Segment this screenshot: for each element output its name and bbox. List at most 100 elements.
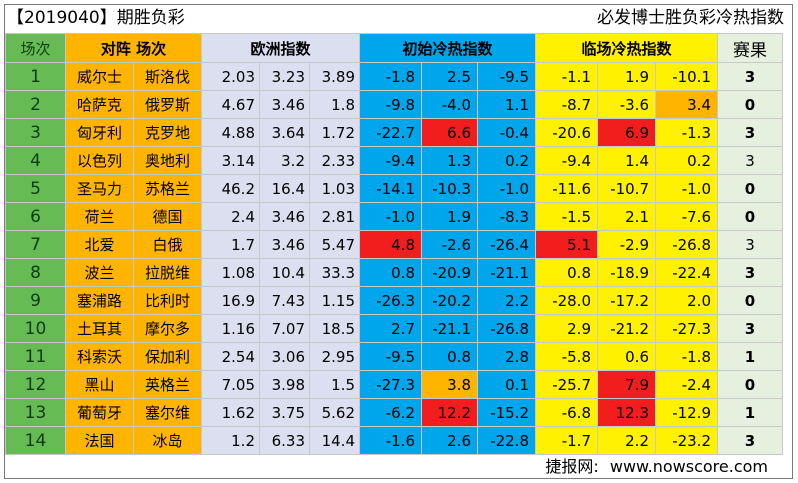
closing-index-cell: 0.8	[535, 258, 598, 287]
initial-index-cell: -1.8	[359, 62, 422, 91]
initial-index-cell: -0.4	[477, 118, 536, 147]
euro-odds-cell: 4.88	[201, 118, 260, 147]
away-team: 拉脱维	[133, 258, 202, 287]
initial-index-cell: -21.1	[477, 258, 536, 287]
home-team: 匈牙利	[65, 118, 134, 147]
initial-index-cell: 4.8	[359, 230, 422, 259]
away-team: 俄罗斯	[133, 90, 202, 119]
closing-index-cell: -1.1	[535, 62, 598, 91]
away-team: 冰岛	[133, 426, 202, 455]
initial-index-cell: 1.1	[477, 90, 536, 119]
home-team: 以色列	[65, 146, 134, 175]
table-row: 10 土耳其 摩尔多 1.16 7.07 18.5 2.7 -21.1 -26.8 2.9 -21.…	[5, 314, 783, 343]
closing-index-cell: -7.6	[655, 202, 718, 231]
match-index: 7	[5, 230, 66, 259]
closing-index-cell: 0.2	[655, 146, 718, 175]
closing-index-cell: -1.5	[535, 202, 598, 231]
home-team: 科索沃	[65, 342, 134, 371]
closing-index-cell: 3.4	[655, 90, 718, 119]
closing-index-cell: -21.2	[597, 314, 656, 343]
table-row: 3 匈牙利 克罗地 4.88 3.64 1.72 -22.7 6.6 -0.4 -20.6 6.9-…	[5, 118, 783, 147]
home-team: 黑山	[65, 370, 134, 399]
euro-odds-cell: 16.4	[259, 174, 310, 203]
euro-odds-cell: 5.47	[309, 230, 360, 259]
euro-odds-cell: 3.46	[259, 230, 310, 259]
match-result: 0	[717, 286, 783, 315]
euro-odds-cell: 2.54	[201, 342, 260, 371]
euro-odds-cell: 1.08	[201, 258, 260, 287]
table-row: 8 波兰 拉脱维 1.08 10.4 33.3 0.8 -20.9 -21.1 0.8 -18.9-…	[5, 258, 783, 287]
closing-index-cell: 12.3	[597, 398, 656, 427]
match-index: 11	[5, 342, 66, 371]
euro-odds-cell: 3.46	[259, 202, 310, 231]
match-index: 12	[5, 370, 66, 399]
closing-index-cell: 1.9	[597, 62, 656, 91]
header-initial: 初始冷热指数	[359, 33, 536, 63]
table-row: 7 北爱 白俄 1.7 3.46 5.47 4.8 -2.6 -26.4 5.1 -2.9 -26.8…	[5, 230, 783, 259]
match-index: 3	[5, 118, 66, 147]
match-result: 1	[717, 398, 783, 427]
match-result: 3	[717, 230, 783, 259]
home-team: 威尔士	[65, 62, 134, 91]
table-row: 9 塞浦路 比利时 16.9 7.43 1.15 -26.3 -20.2 2.2 -28.0 -17…	[5, 286, 783, 315]
initial-index-cell: -9.5	[477, 62, 536, 91]
closing-index-cell: 5.1	[535, 230, 598, 259]
closing-index-cell: -25.7	[535, 370, 598, 399]
euro-odds-cell: 1.2	[201, 426, 260, 455]
euro-odds-cell: 3.06	[259, 342, 310, 371]
initial-index-cell: 6.6	[421, 118, 478, 147]
initial-index-cell: -26.3	[359, 286, 422, 315]
closing-index-cell: -10.7	[597, 174, 656, 203]
euro-odds-cell: 7.05	[201, 370, 260, 399]
initial-index-cell: -26.8	[477, 314, 536, 343]
euro-odds-cell: 5.62	[309, 398, 360, 427]
closing-index-cell: -20.6	[535, 118, 598, 147]
away-team: 德国	[133, 202, 202, 231]
footer-label: 捷报网:	[545, 457, 599, 476]
euro-odds-cell: 6.33	[259, 426, 310, 455]
initial-index-cell: -15.2	[477, 398, 536, 427]
table-row: 4 以色列 奥地利 3.14 3.2 2.33 -9.4 1.3 0.2 -9.4 1.4 0.2 3	[5, 146, 783, 175]
initial-index-cell: -9.5	[359, 342, 422, 371]
initial-index-cell: -26.4	[477, 230, 536, 259]
closing-index-cell: -22.4	[655, 258, 718, 287]
initial-index-cell: -22.8	[477, 426, 536, 455]
match-result: 3	[717, 258, 783, 287]
initial-index-cell: -1.0	[477, 174, 536, 203]
away-team: 比利时	[133, 286, 202, 315]
closing-index-cell: -1.0	[655, 174, 718, 203]
away-team: 苏格兰	[133, 174, 202, 203]
match-result: 3	[717, 426, 783, 455]
euro-odds-cell: 2.03	[201, 62, 260, 91]
closing-index-cell: -18.9	[597, 258, 656, 287]
initial-index-cell: 1.3	[421, 146, 478, 175]
euro-odds-cell: 3.75	[259, 398, 310, 427]
euro-odds-cell: 7.07	[259, 314, 310, 343]
closing-index-cell: 2.1	[597, 202, 656, 231]
home-team: 塞浦路	[65, 286, 134, 315]
euro-odds-cell: 2.95	[309, 342, 360, 371]
closing-index-cell: 7.9	[597, 370, 656, 399]
euro-odds-cell: 4.67	[201, 90, 260, 119]
closing-index-cell: -27.3	[655, 314, 718, 343]
away-team: 白俄	[133, 230, 202, 259]
home-team: 土耳其	[65, 314, 134, 343]
match-result: 0	[717, 370, 783, 399]
header-euro: 欧洲指数	[201, 33, 360, 63]
initial-index-cell: -1.0	[359, 202, 422, 231]
initial-index-cell: -1.6	[359, 426, 422, 455]
initial-index-cell: -20.9	[421, 258, 478, 287]
match-result: 3	[717, 314, 783, 343]
match-index: 10	[5, 314, 66, 343]
table-row: 14 法国 冰岛 1.2 6.33 14.4 -1.6 2.6 -22.8 -1.7 2.2 -23.…	[5, 426, 783, 455]
table-row: 1 威尔士 斯洛伐 2.03 3.23 3.89 -1.8 2.5 -9.5 -1.1 1.9 -10…	[5, 62, 783, 91]
match-result: 3	[717, 118, 783, 147]
away-team: 保加利	[133, 342, 202, 371]
away-team: 克罗地	[133, 118, 202, 147]
home-team: 葡萄牙	[65, 398, 134, 427]
euro-odds-cell: 2.81	[309, 202, 360, 231]
euro-odds-cell: 14.4	[309, 426, 360, 455]
table-row: 2 哈萨克 俄罗斯 4.67 3.46 1.8 -9.8 -4.0 1.1 -8.7 -3.6 3.4…	[5, 90, 783, 119]
away-team: 奥地利	[133, 146, 202, 175]
match-index: 1	[5, 62, 66, 91]
